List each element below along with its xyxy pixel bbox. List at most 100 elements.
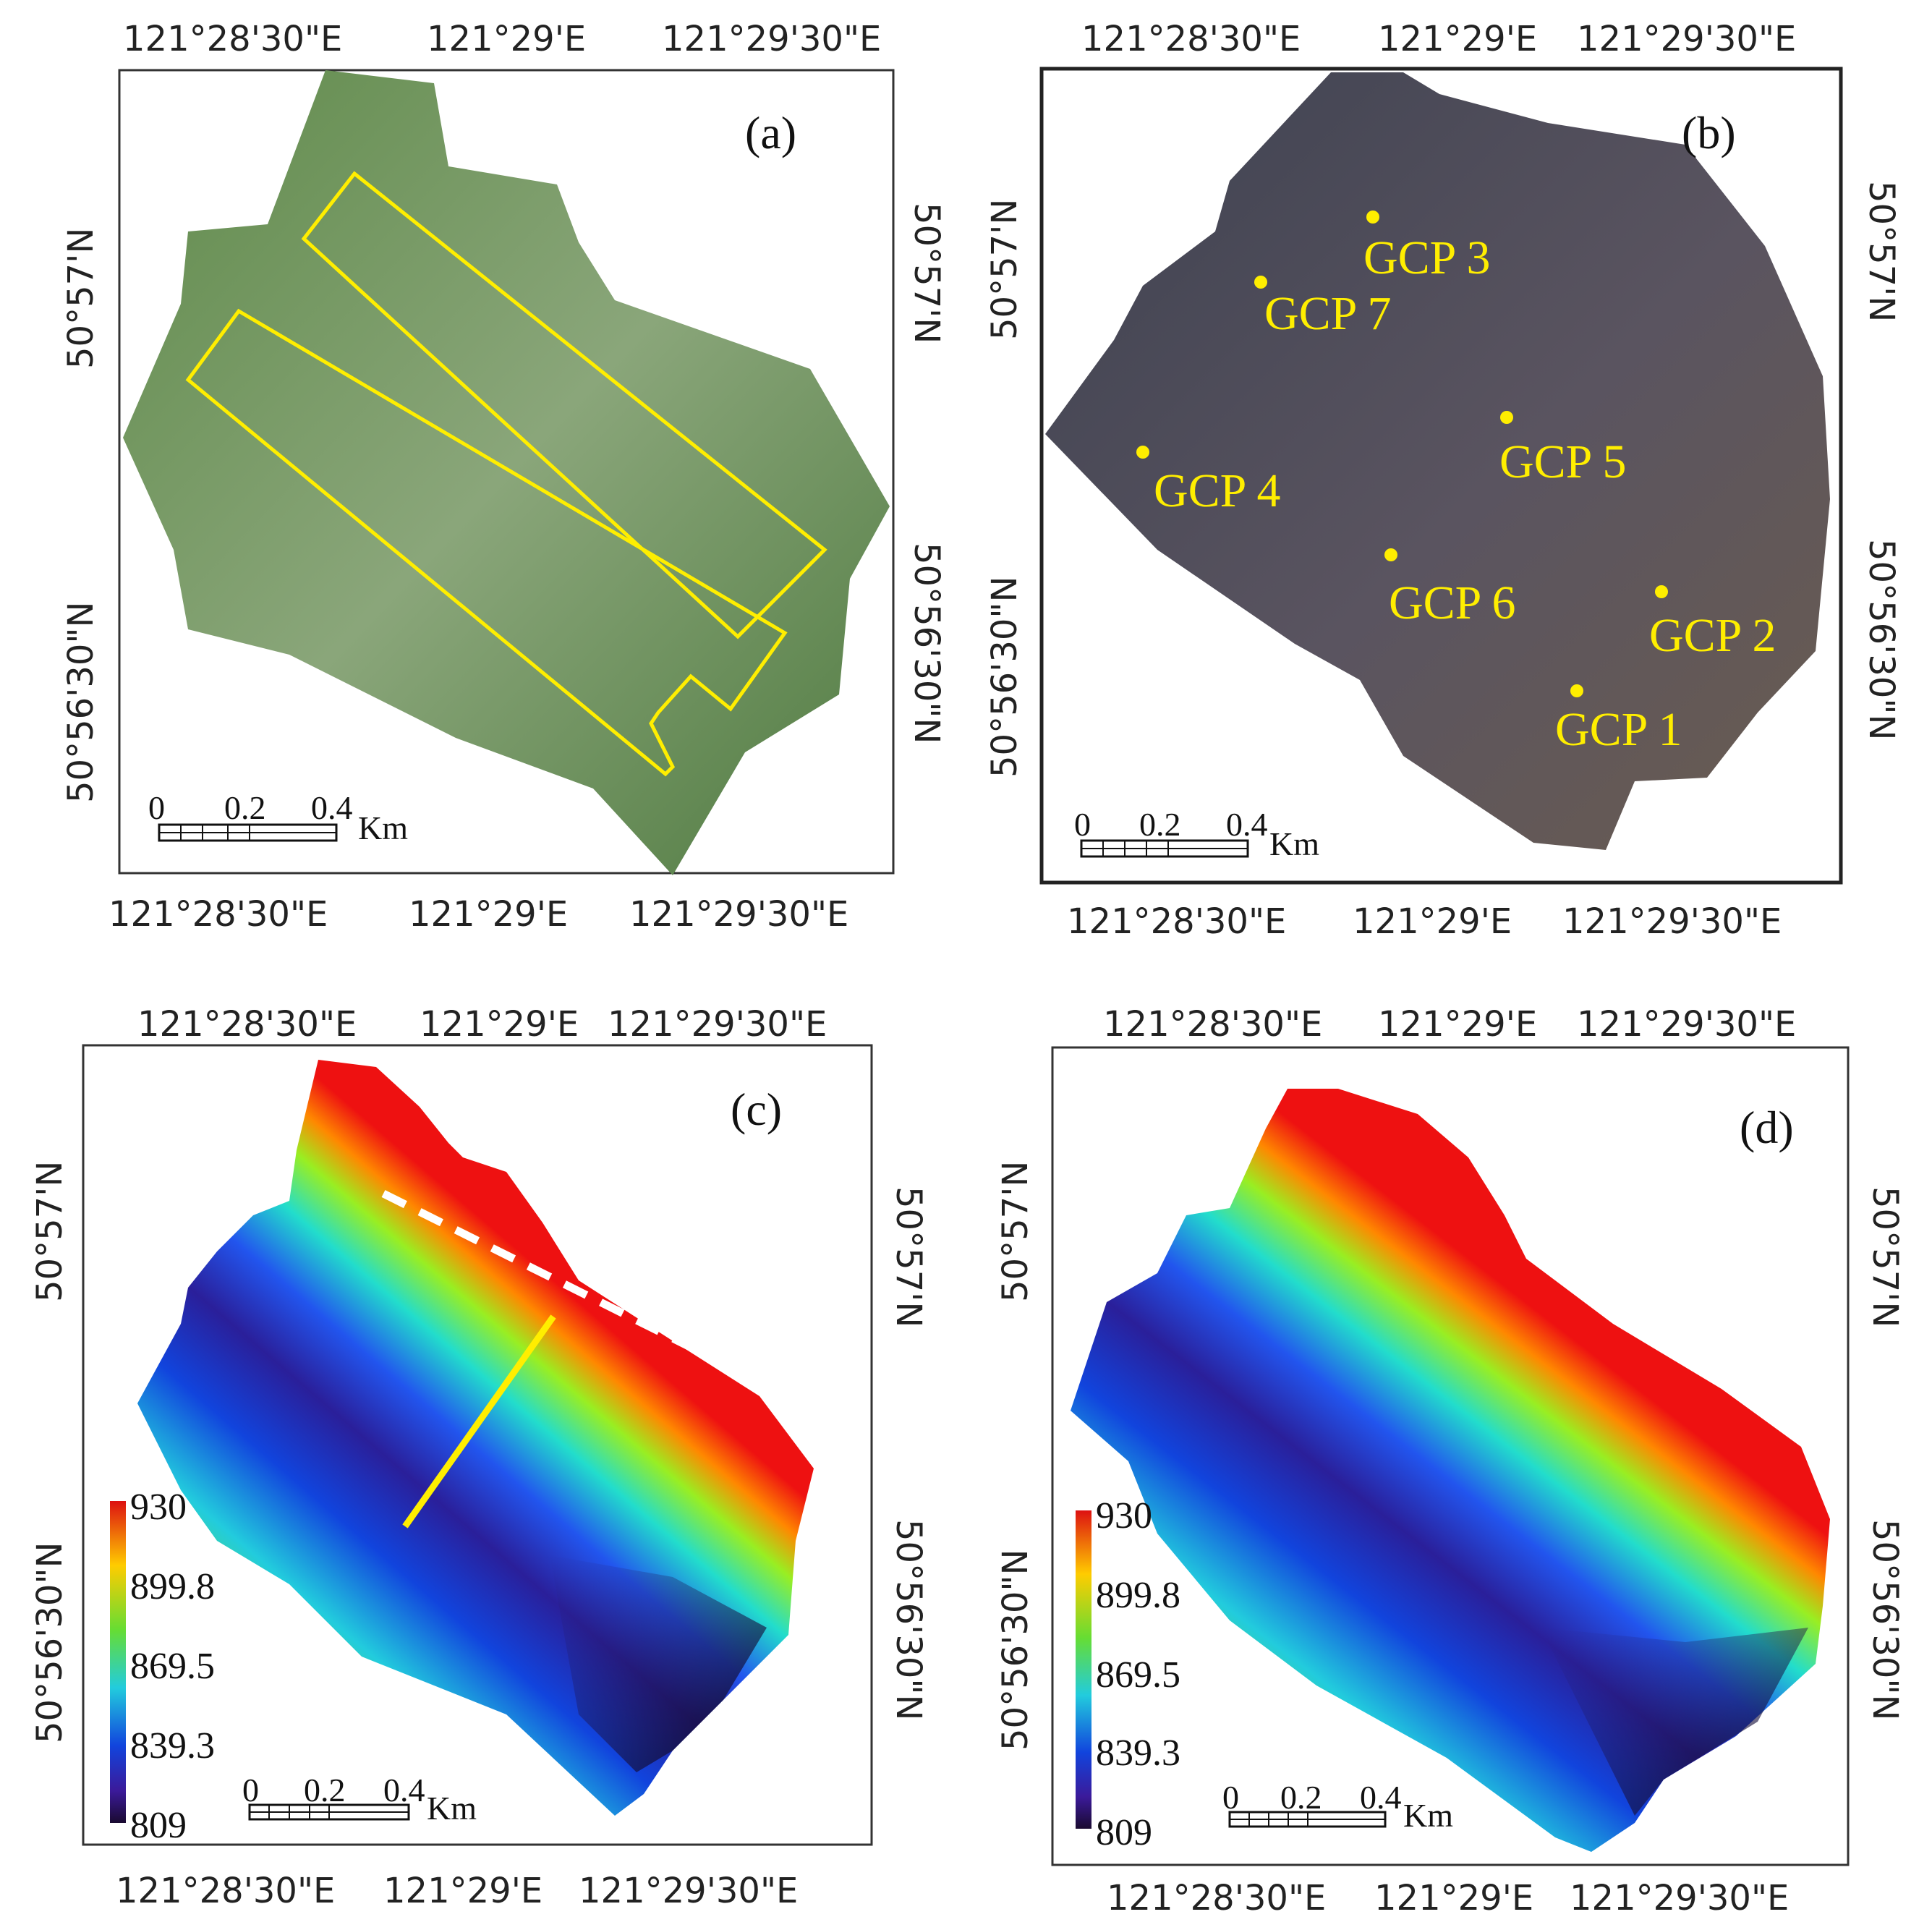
- panel-b-frame: [1039, 67, 1843, 885]
- panel-c-bottom-lon-3: 121°29'30"E: [579, 1871, 798, 1911]
- panel-b-top-lon-3: 121°29'30"E: [1577, 19, 1796, 59]
- panel-d-legend-930: 930: [1096, 1495, 1152, 1536]
- panel-d-legend-colorbar: [1076, 1510, 1091, 1829]
- panel-a: (a) 121°28'30"E 121°29'E 121°29'30"E 121…: [61, 19, 947, 935]
- panel-c-left-lat-1: 50°57'N: [30, 1161, 70, 1302]
- panel-c-legend-899: 899.8: [130, 1566, 215, 1607]
- panel-d-legend-899: 899.8: [1096, 1575, 1180, 1616]
- gcp-7-point: [1254, 276, 1267, 289]
- gcp-2-label: GCP 2: [1649, 609, 1776, 662]
- panel-d-right-lat-1: 50°57'N: [1865, 1186, 1905, 1327]
- gcp-1-point: [1570, 684, 1583, 697]
- gcp-4-label: GCP 4: [1154, 464, 1280, 517]
- panel-c-legend-869: 869.5: [130, 1646, 215, 1687]
- panel-a-top-lon-3: 121°29'30"E: [662, 19, 881, 59]
- panel-c-scale-04: 0.4: [383, 1772, 425, 1808]
- panel-d: (d) 930 899.8 869.5 839.3 809 121°28'30"…: [995, 1004, 1905, 1918]
- panel-b-bottom-lon-3: 121°29'30"E: [1562, 901, 1782, 942]
- gcp-4-point: [1136, 446, 1149, 459]
- panel-b-right-lat-2: 50°56'30"N: [1861, 539, 1902, 740]
- panel-c-left-lat-2: 50°56'30"N: [30, 1542, 70, 1743]
- panel-c-scale-0: 0: [242, 1772, 259, 1808]
- panel-c-frame: [82, 1044, 873, 1846]
- panel-d-scale-unit: Km: [1403, 1797, 1453, 1834]
- panel-c-dark-lowland: [550, 1555, 767, 1772]
- panel-c-top-lon-2: 121°29'E: [420, 1004, 579, 1045]
- panel-c-yellow-profile-line: [402, 1314, 556, 1529]
- gcp-2-point: [1655, 585, 1668, 598]
- panel-b-label: (b): [1682, 107, 1736, 158]
- panel-a-scale-unit: Km: [358, 809, 408, 846]
- panel-d-dark-lowland: [1541, 1628, 1808, 1816]
- panel-d-legend-869: 869.5: [1096, 1654, 1180, 1696]
- panel-d-top-lon-3: 121°29'30"E: [1577, 1004, 1796, 1045]
- panel-c-top-lon-3: 121°29'30"E: [608, 1004, 827, 1045]
- gcp-6-label: GCP 6: [1389, 577, 1515, 629]
- panel-b-orthophoto: [1045, 72, 1830, 850]
- panel-b-left-lat-2: 50°56'30"N: [984, 577, 1025, 778]
- gcp-5-label: GCP 5: [1499, 435, 1626, 488]
- panel-a-top-lon-1: 121°28'30"E: [123, 19, 342, 59]
- panel-a-orthophoto: [123, 70, 890, 875]
- panel-c-scale-bar: 0 0.2 0.4 Km: [242, 1772, 477, 1827]
- panel-c-legend: 930 899.8 869.5 839.3 809: [110, 1487, 215, 1846]
- panel-b-left-lat-1: 50°57'N: [984, 199, 1025, 340]
- gcp-points: [1136, 211, 1668, 697]
- panel-a-left-lat-2: 50°56'30"N: [61, 602, 101, 803]
- panel-c-scale-02: 0.2: [304, 1772, 346, 1808]
- panel-c-bottom-lon-1: 121°28'30"E: [116, 1871, 335, 1911]
- gcp-3-point: [1366, 211, 1379, 224]
- panel-b-bottom-lon-1: 121°28'30"E: [1067, 901, 1286, 942]
- panel-a-scale-bar: 0 0.2 0.4 Km: [148, 789, 408, 846]
- panel-a-right-lat-1: 50°57'N: [906, 203, 947, 344]
- panel-d-scale-02: 0.2: [1280, 1779, 1322, 1816]
- panel-c-legend-809: 809: [130, 1805, 187, 1846]
- panel-b-scale-bar: 0 0.2 0.4 Km: [1074, 806, 1319, 862]
- panel-c-legend-839: 839.3: [130, 1725, 215, 1767]
- gcp-3-label: GCP 3: [1363, 231, 1490, 284]
- panel-b-scale-unit: Km: [1269, 825, 1319, 862]
- panel-a-label: (a): [745, 107, 796, 158]
- yellow-rectangle-1: [301, 171, 827, 639]
- panel-a-scale-0: 0: [148, 789, 165, 826]
- panel-c: (c) 930 899.8 869.5 839.3 809 121°28'30"…: [30, 1004, 929, 1911]
- gcp-5-point: [1500, 411, 1513, 424]
- panel-d-bottom-lon-3: 121°29'30"E: [1570, 1878, 1789, 1918]
- panel-c-top-lon-1: 121°28'30"E: [137, 1004, 357, 1045]
- panel-b-scale-02: 0.2: [1139, 806, 1181, 843]
- panel-b-top-lon-2: 121°29'E: [1378, 19, 1537, 59]
- panel-d-right-lat-2: 50°56'30"N: [1865, 1519, 1905, 1720]
- panel-a-right-lat-2: 50°56'30"N: [906, 543, 947, 744]
- gcp-7-label: GCP 7: [1264, 287, 1391, 340]
- panel-b-right-lat-1: 50°57'N: [1861, 181, 1902, 322]
- panel-d-legend-809: 809: [1096, 1812, 1152, 1853]
- panel-c-label: (c): [731, 1084, 782, 1135]
- panel-a-bottom-lon-2: 121°29'E: [409, 894, 568, 935]
- panel-d-bottom-lon-1: 121°28'30"E: [1107, 1878, 1326, 1918]
- panel-c-scale-unit: Km: [427, 1790, 477, 1827]
- panel-d-legend-839: 839.3: [1096, 1733, 1180, 1774]
- panel-d-scale-04: 0.4: [1360, 1779, 1402, 1816]
- panel-b-bottom-lon-2: 121°29'E: [1353, 901, 1512, 942]
- panel-a-frame: [118, 69, 895, 875]
- panel-a-scale-02: 0.2: [224, 789, 266, 826]
- panel-a-bottom-lon-1: 121°28'30"E: [108, 894, 328, 935]
- panel-c-right-lat-2: 50°56'30"N: [888, 1519, 929, 1720]
- panel-d-bottom-lon-2: 121°29'E: [1374, 1878, 1533, 1918]
- panel-a-left-lat-1: 50°57'N: [61, 228, 101, 369]
- panel-d-legend: 930 899.8 869.5 839.3 809: [1076, 1495, 1180, 1853]
- panel-a-scale-04: 0.4: [311, 789, 353, 826]
- panel-b: GCP 1 GCP 2 GCP 3 GCP 4 GCP 5 GCP 6 GCP …: [984, 19, 1902, 942]
- panel-d-scale-bar: 0 0.2 0.4 Km: [1222, 1779, 1453, 1834]
- panel-b-scale-04: 0.4: [1226, 806, 1268, 843]
- panel-c-bottom-lon-2: 121°29'E: [383, 1871, 542, 1911]
- panel-a-top-lon-2: 121°29'E: [427, 19, 586, 59]
- gcp-1-label: GCP 1: [1555, 703, 1682, 756]
- panel-d-scale-0: 0: [1222, 1779, 1239, 1816]
- panel-d-top-lon-1: 121°28'30"E: [1103, 1004, 1322, 1045]
- panel-c-legend-colorbar: [110, 1501, 126, 1823]
- panel-d-frame: [1051, 1046, 1850, 1866]
- panel-b-top-lon-1: 121°28'30"E: [1081, 19, 1301, 59]
- panel-b-scale-0: 0: [1074, 806, 1091, 843]
- panel-d-left-lat-2: 50°56'30"N: [995, 1549, 1036, 1751]
